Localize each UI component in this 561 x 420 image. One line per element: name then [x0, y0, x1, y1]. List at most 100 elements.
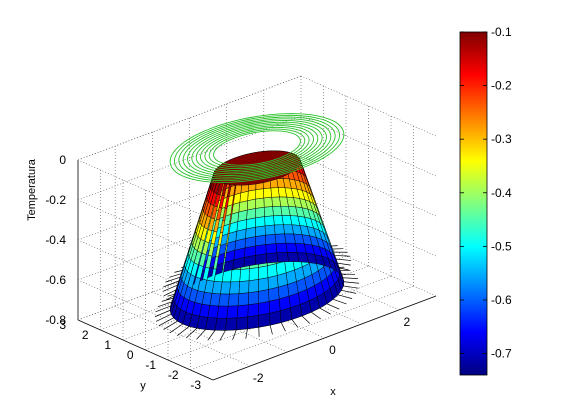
surface-patch: [265, 243, 278, 255]
flux-arrow: [177, 326, 190, 336]
surface-patch: [255, 244, 267, 256]
flux-arrow: [158, 317, 174, 327]
flux-arrow: [341, 290, 357, 294]
surface-patch: [247, 303, 259, 318]
surface-patch: [263, 206, 274, 217]
flux-arrow: [311, 311, 322, 320]
flux-arrow: [163, 280, 179, 288]
flux-arrow: [232, 329, 237, 341]
flux-arrow: [335, 262, 351, 266]
surface-patch: [258, 289, 270, 304]
surface-patch: [273, 215, 284, 226]
surface-patch: [254, 253, 267, 265]
contour-line: [208, 128, 306, 168]
y-tick-label: -1: [145, 358, 156, 372]
surface-patch: [227, 293, 240, 307]
flux-arrow: [162, 284, 179, 292]
z-tick-label: -0.2: [45, 193, 66, 207]
flux-arrow: [157, 301, 173, 307]
surface-patch: [248, 279, 259, 294]
flux-arrow: [291, 319, 299, 328]
flux-arrow: [165, 276, 181, 283]
contour-line: [195, 123, 319, 173]
contour-line: [213, 130, 301, 166]
flux-arrow: [319, 307, 331, 315]
surface-patch: [255, 225, 266, 237]
surface-patch: [264, 224, 276, 236]
surface-patch: [264, 215, 275, 227]
flux-arrow: [342, 277, 358, 279]
flux-arrow: [333, 298, 347, 305]
y-tick-label: -2: [168, 368, 179, 382]
grid-line: [300, 155, 437, 217]
surface-patch: [263, 187, 272, 199]
surface-patch: [274, 224, 285, 235]
z-tick-label: -0.6: [45, 273, 66, 287]
grid-line: [77, 279, 214, 341]
surface-patch: [272, 205, 283, 217]
flux-arrow: [269, 325, 273, 335]
surface-patch: [246, 198, 256, 211]
z-axis-label: Temperatura: [26, 158, 38, 221]
contour-line: [174, 114, 340, 182]
surface-patch: [255, 234, 267, 247]
flux-arrow: [219, 330, 226, 341]
surface-patch: [255, 216, 266, 228]
colorbar-tick-label: -0.7: [491, 347, 512, 361]
z-tick-label: -0.8: [45, 313, 66, 327]
surface-patch: [281, 215, 293, 226]
surface-patch: [287, 252, 300, 263]
surface-patch: [258, 313, 271, 328]
surface-patch: [239, 268, 250, 282]
surface-patch: [225, 317, 238, 331]
contour-line: [200, 125, 314, 171]
surface-patch: [279, 196, 289, 207]
surface-patch: [283, 224, 294, 235]
surface-patch: [255, 197, 265, 209]
contour-line: [169, 113, 345, 183]
x-tick-label: 2: [403, 315, 410, 329]
flux-arrow: [343, 285, 359, 289]
surface-patch: [169, 294, 175, 311]
surface-patch: [275, 242, 288, 254]
colorbar-tick-label: -0.4: [491, 186, 512, 200]
grid-line: [300, 75, 437, 137]
flux-arrow: [326, 303, 340, 310]
flux-arrow: [186, 327, 198, 339]
surface-patch: [255, 188, 265, 200]
y-axis-label: y: [140, 380, 146, 392]
colorbar-tick-label: -0.5: [491, 239, 512, 253]
y-tick-label: 3: [59, 318, 66, 332]
x-tick-label: -2: [253, 371, 264, 385]
flux-arrow: [155, 305, 171, 313]
y-tick-label: -3: [190, 378, 201, 392]
flux-arrow: [245, 328, 248, 339]
surface-patch: [237, 292, 249, 307]
x-tick-label: 0: [329, 343, 336, 357]
surface-patch: [236, 304, 249, 319]
surface-patch: [247, 315, 260, 330]
surface-patch: [216, 305, 229, 319]
surface-patch: [229, 281, 240, 295]
grid-line: [77, 159, 214, 221]
surface-patch: [285, 242, 298, 253]
surface-patch: [230, 269, 241, 283]
contour-line: [187, 120, 327, 176]
y-tick-label: 0: [127, 348, 134, 362]
grid-line: [190, 285, 414, 371]
axis-ticks: 0 -0.2 -0.4 -0.6 -0.83 2 1 0 -1 -2 -3 -2 0 2: [45, 153, 410, 392]
contour-line: [182, 118, 332, 178]
surface-patch: [258, 277, 269, 292]
x-axis-label: x: [330, 386, 336, 398]
surface-patch: [271, 196, 281, 207]
colorbar-tick-label: -0.3: [491, 132, 512, 146]
surface-patch: [263, 197, 273, 208]
flux-arrow: [335, 255, 351, 257]
flux-arrow: [169, 323, 183, 334]
z-tick-label: 0: [59, 153, 66, 167]
surface-patch: [270, 187, 280, 198]
flux-arrow: [207, 330, 216, 341]
grid-line: [300, 195, 437, 257]
surface-patch: [255, 207, 265, 219]
